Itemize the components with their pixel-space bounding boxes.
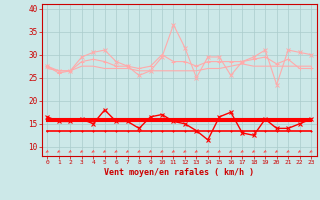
X-axis label: Vent moyen/en rafales ( km/h ): Vent moyen/en rafales ( km/h ) <box>104 168 254 177</box>
